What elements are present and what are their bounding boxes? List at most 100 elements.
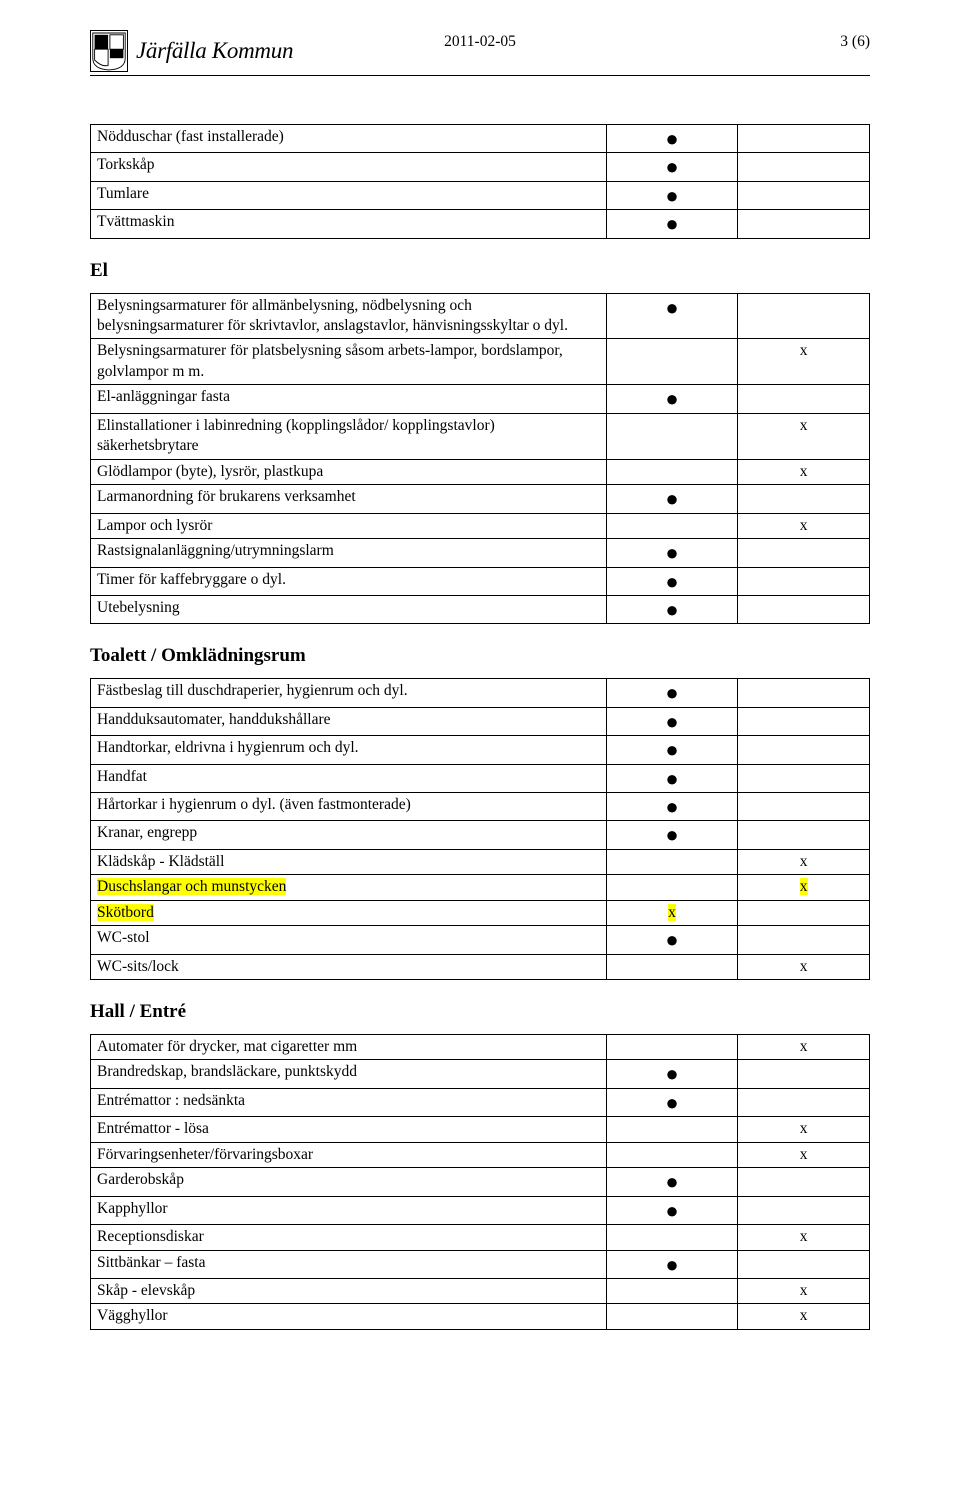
- cell-mark-a: [606, 513, 738, 538]
- table-toalett: Fästbeslag till duschdraperier, hygienru…: [90, 678, 870, 980]
- table-row: Elinstallationer i labinredning (kopplin…: [91, 413, 870, 459]
- header-page-number: 3 (6): [840, 32, 870, 51]
- table-row: Tumlare●: [91, 181, 870, 209]
- table-row: WC-sits/lockx: [91, 954, 870, 979]
- cell-desc: Elinstallationer i labinredning (kopplin…: [91, 413, 607, 459]
- cell-mark-b: [738, 926, 870, 954]
- cell-mark-b: [738, 707, 870, 735]
- table-row: Handduksautomater, handdukshållare●: [91, 707, 870, 735]
- cell-mark-b: [738, 210, 870, 238]
- cell-mark-a: ●: [606, 1168, 738, 1196]
- cell-mark-b: [738, 1168, 870, 1196]
- crest-icon: [90, 30, 128, 72]
- cell-mark-a: x: [606, 900, 738, 925]
- cell-desc: El-anläggningar fasta: [91, 385, 607, 413]
- table-row: Belysningsarmaturer för allmänbelysning,…: [91, 293, 870, 339]
- table-row: Hårtorkar i hygienrum o dyl. (även fastm…: [91, 793, 870, 821]
- table-row: Rastsignalanläggning/utrymningslarm●: [91, 539, 870, 567]
- cell-mark-a: [606, 459, 738, 484]
- table-row: Kranar, engrepp●: [91, 821, 870, 849]
- cell-desc: Garderobskåp: [91, 1168, 607, 1196]
- cell-mark-a: ●: [606, 926, 738, 954]
- table-row: Fästbeslag till duschdraperier, hygienru…: [91, 679, 870, 707]
- table-row: Entrémattor - lösax: [91, 1117, 870, 1142]
- cell-mark-b: x: [738, 413, 870, 459]
- cell-desc: Vägghyllor: [91, 1304, 607, 1329]
- cell-mark-b: [738, 293, 870, 339]
- cell-mark-a: [606, 1142, 738, 1167]
- table-row: Entrémattor : nedsänkta●: [91, 1088, 870, 1116]
- cell-mark-a: ●: [606, 679, 738, 707]
- cell-mark-a: ●: [606, 567, 738, 595]
- cell-mark-b: [738, 596, 870, 624]
- cell-desc: Entrémattor : nedsänkta: [91, 1088, 607, 1116]
- cell-desc: Hårtorkar i hygienrum o dyl. (även fastm…: [91, 793, 607, 821]
- cell-mark-a: ●: [606, 793, 738, 821]
- cell-mark-a: [606, 339, 738, 385]
- cell-mark-a: ●: [606, 125, 738, 153]
- cell-mark-a: [606, 954, 738, 979]
- cell-mark-a: ●: [606, 385, 738, 413]
- cell-mark-a: ●: [606, 539, 738, 567]
- cell-desc: Duschslangar och munstycken: [91, 875, 607, 900]
- cell-mark-b: [738, 1250, 870, 1278]
- cell-desc: WC-sits/lock: [91, 954, 607, 979]
- cell-desc: Kapphyllor: [91, 1196, 607, 1224]
- table-row: Handfat●: [91, 764, 870, 792]
- table-row: Duschslangar och munstycken x: [91, 875, 870, 900]
- cell-desc: Sittbänkar – fasta: [91, 1250, 607, 1278]
- cell-mark-b: x: [738, 1117, 870, 1142]
- cell-mark-b: x: [738, 875, 870, 900]
- cell-mark-a: ●: [606, 1088, 738, 1116]
- cell-mark-a: ●: [606, 596, 738, 624]
- page: Järfälla Kommun 2011-02-05 3 (6) Nöddusc…: [0, 0, 960, 1398]
- cell-mark-b: x: [738, 1225, 870, 1250]
- cell-desc: WC-stol: [91, 926, 607, 954]
- section-title-hall: Hall / Entré: [90, 1000, 870, 1024]
- table-row: Sittbänkar – fasta●: [91, 1250, 870, 1278]
- cell-mark-b: [738, 1196, 870, 1224]
- table-row: Receptionsdiskarx: [91, 1225, 870, 1250]
- cell-mark-a: ●: [606, 1250, 738, 1278]
- cell-mark-b: [738, 385, 870, 413]
- cell-desc: Automater för drycker, mat cigaretter mm: [91, 1034, 607, 1059]
- cell-mark-b: x: [738, 849, 870, 874]
- cell-mark-a: [606, 413, 738, 459]
- cell-mark-a: ●: [606, 181, 738, 209]
- cell-mark-a: [606, 1225, 738, 1250]
- cell-mark-a: ●: [606, 153, 738, 181]
- cell-mark-b: [738, 181, 870, 209]
- cell-mark-a: ●: [606, 707, 738, 735]
- cell-desc: Utebelysning: [91, 596, 607, 624]
- table-row: Kapphyllor●: [91, 1196, 870, 1224]
- table-row: Utebelysning●: [91, 596, 870, 624]
- cell-mark-b: [738, 821, 870, 849]
- brand-text: Järfälla Kommun: [136, 37, 293, 66]
- section-title-el: El: [90, 259, 870, 283]
- cell-mark-a: ●: [606, 764, 738, 792]
- cell-mark-b: [738, 793, 870, 821]
- cell-mark-b: [738, 764, 870, 792]
- table-row: Nödduschar (fast installerade)●: [91, 125, 870, 153]
- table-row: Garderobskåp●: [91, 1168, 870, 1196]
- table-row: Tvättmaskin●: [91, 210, 870, 238]
- cell-desc: Lampor och lysrör: [91, 513, 607, 538]
- cell-mark-a: [606, 875, 738, 900]
- cell-mark-a: ●: [606, 293, 738, 339]
- cell-mark-b: [738, 153, 870, 181]
- cell-mark-b: [738, 125, 870, 153]
- cell-mark-a: ●: [606, 736, 738, 764]
- table-row: Torkskåp●: [91, 153, 870, 181]
- table-row: Belysningsarmaturer för platsbelysning s…: [91, 339, 870, 385]
- cell-mark-a: ●: [606, 821, 738, 849]
- table-row: Timer för kaffebryggare o dyl.●: [91, 567, 870, 595]
- cell-desc: Timer för kaffebryggare o dyl.: [91, 567, 607, 595]
- cell-desc: Glödlampor (byte), lysrör, plastkupa: [91, 459, 607, 484]
- cell-mark-a: [606, 1034, 738, 1059]
- table-el: Belysningsarmaturer för allmänbelysning,…: [90, 293, 870, 625]
- cell-mark-b: x: [738, 1142, 870, 1167]
- cell-mark-a: ●: [606, 1196, 738, 1224]
- brand-logo: Järfälla Kommun: [90, 30, 293, 72]
- table-row: Handtorkar, eldrivna i hygienrum och dyl…: [91, 736, 870, 764]
- table-row: Glödlampor (byte), lysrör, plastkupax: [91, 459, 870, 484]
